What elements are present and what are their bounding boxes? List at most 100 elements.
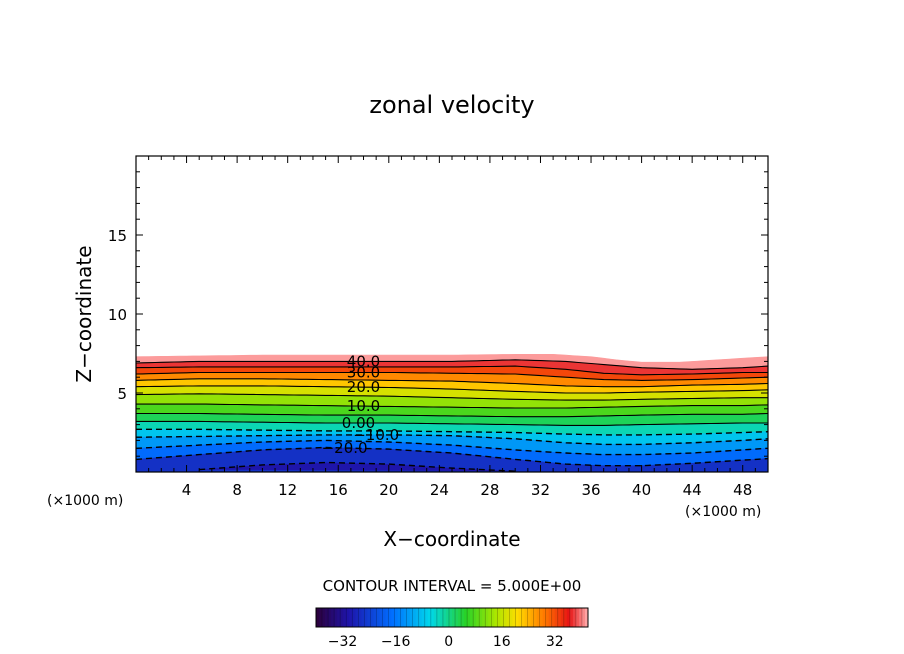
- x-tick-label: 48: [733, 481, 752, 499]
- x-tick-label: 12: [278, 481, 297, 499]
- colorbar-cell: [470, 608, 474, 627]
- colorbar-cell: [572, 608, 577, 627]
- colorbar-cell: [412, 608, 417, 627]
- colorbar-cell: [485, 608, 489, 627]
- contour-line: [136, 434, 768, 446]
- colorbar-cell: [506, 608, 510, 627]
- x-tick-label: 44: [683, 481, 702, 499]
- colorbar-cell: [424, 608, 429, 627]
- colorbar-cell: [388, 608, 392, 627]
- chart-title: zonal velocity: [369, 91, 534, 119]
- y-tick-label: 10: [108, 306, 127, 324]
- contour-line: [136, 446, 768, 467]
- contour-band: [199, 462, 516, 472]
- colorbar-cell: [373, 608, 377, 627]
- colorbar-cell: [461, 608, 465, 627]
- colorbar-cell: [382, 608, 386, 627]
- colorbar-cell: [452, 608, 456, 627]
- contour-line: [136, 439, 768, 456]
- contour-line: [136, 428, 768, 436]
- colorbar-cell: [557, 608, 562, 627]
- colorbar-cell: [458, 608, 462, 627]
- x-tick-label: 28: [480, 481, 499, 499]
- colorbar-cell: [581, 608, 586, 627]
- contour-label: −20.0: [322, 439, 368, 457]
- colorbar-cell: [370, 608, 374, 627]
- colorbar-cell: [433, 608, 438, 627]
- contour-line: [136, 378, 768, 388]
- x-tick-label: 36: [581, 481, 600, 499]
- x-unit-left: (×1000 m): [47, 493, 123, 509]
- colorbar-cell: [328, 608, 332, 627]
- contour-label: 20.0: [347, 378, 380, 396]
- colorbar-cell: [445, 608, 450, 627]
- colorbar-cell: [503, 608, 507, 627]
- colorbar-cell: [340, 608, 344, 627]
- colorbar-cell: [515, 608, 519, 627]
- colorbar-cell: [427, 608, 432, 627]
- colorbar-cell: [575, 608, 580, 627]
- contour-line: [199, 461, 516, 472]
- colorbar-cell: [409, 608, 414, 627]
- contour-labels: 40.030.020.010.00.00−10.0−20.0: [322, 352, 400, 457]
- colorbar-frame: [315, 607, 589, 628]
- colorbar-cell: [584, 608, 589, 627]
- colorbar-tick-label: −16: [381, 634, 411, 650]
- y-tick-label: 15: [108, 227, 127, 245]
- colorbar-tick-label: 32: [546, 634, 564, 650]
- colorbar-cell: [569, 608, 574, 627]
- y-tick-label: 5: [117, 385, 127, 403]
- colorbar-tick-label: −32: [328, 634, 358, 650]
- colorbar-cell: [542, 608, 547, 627]
- colorbar-cell: [467, 608, 471, 627]
- colorbar-cell: [430, 608, 435, 627]
- contour-line: [136, 393, 768, 401]
- colorbar-cell: [367, 608, 371, 627]
- colorbar-cell: [455, 608, 459, 627]
- colorbar-cell: [349, 608, 353, 627]
- contour-label: 30.0: [347, 364, 380, 382]
- colorbar-cell: [415, 608, 420, 627]
- colorbar-cell: [530, 608, 534, 627]
- colorbar-tick-label: 16: [493, 634, 511, 650]
- colorbar-cell: [533, 608, 538, 627]
- colorbar-cell: [379, 608, 383, 627]
- x-axis-label: X−coordinate: [383, 527, 520, 551]
- colorbar-cell: [331, 608, 335, 627]
- colorbar-cell: [418, 608, 423, 627]
- colorbar-cell: [448, 608, 453, 627]
- colorbar-cell: [488, 608, 492, 627]
- colorbar-cell: [403, 608, 408, 627]
- colorbar-cell: [479, 608, 483, 627]
- colorbar-cell: [385, 608, 389, 627]
- colorbar-cell: [545, 608, 550, 627]
- colorbar-cell: [464, 608, 468, 627]
- colorbar-ticks: −32 −16 0 16 32: [328, 634, 564, 650]
- contour-line: [136, 403, 768, 409]
- colorbar-cell: [364, 608, 368, 627]
- colorbar-cell: [497, 608, 501, 627]
- colorbar-cell: [512, 608, 516, 627]
- colorbar-cell: [442, 608, 447, 627]
- x-tick-label: 24: [430, 481, 449, 499]
- colorbar-cell: [536, 608, 541, 627]
- x-tick-label: 32: [531, 481, 550, 499]
- colorbar-cell: [400, 608, 405, 627]
- plot-area: [136, 354, 768, 472]
- colorbar-cell: [421, 608, 426, 627]
- colorbar-cell: [509, 608, 513, 627]
- colorbar-cell: [322, 608, 326, 627]
- colorbar-cell: [325, 608, 329, 627]
- colorbar-cell: [560, 608, 565, 627]
- colorbar-cell: [319, 608, 323, 627]
- colorbar-cell: [527, 608, 531, 627]
- x-tick-label: 20: [379, 481, 398, 499]
- colorbar-cell: [482, 608, 486, 627]
- contour-label: 0.00: [342, 414, 375, 432]
- x-tick-label: 40: [632, 481, 651, 499]
- colorbar-cell: [548, 608, 553, 627]
- colorbar-cell: [343, 608, 347, 627]
- x-axis-ticks: 4 8 12 16 20 24 28 32 36 40 44 48: [148, 156, 756, 499]
- colorbar-cell: [473, 608, 477, 627]
